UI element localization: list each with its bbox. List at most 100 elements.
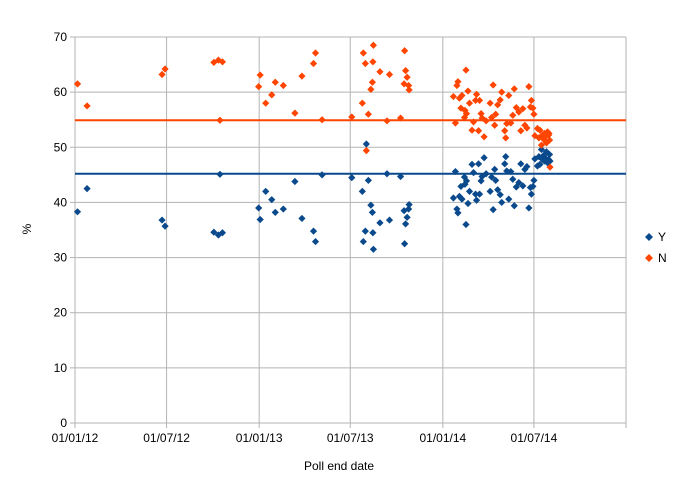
point-n: [451, 119, 460, 127]
x-axis-title: Poll end date: [304, 459, 374, 473]
point-n: [385, 70, 394, 79]
point-n: [515, 108, 523, 116]
point-y: [539, 151, 548, 160]
point-n: [469, 118, 478, 126]
point-n: [525, 83, 533, 91]
point-y: [488, 173, 496, 181]
point-n: [396, 114, 405, 122]
point-n: [529, 104, 537, 112]
x-tick-label: 01/01/13: [236, 431, 283, 445]
point-n: [271, 78, 279, 86]
x-tick-label: 01/01/14: [419, 431, 466, 445]
point-n: [512, 103, 520, 112]
point-n: [369, 41, 377, 49]
legend-marker-n: [645, 254, 653, 262]
x-tick-label: 01/01/12: [52, 431, 99, 445]
point-y: [529, 182, 537, 191]
point-n: [474, 127, 483, 135]
point-y: [503, 167, 511, 175]
point-n: [400, 80, 408, 88]
point-n: [462, 110, 471, 118]
point-n: [361, 59, 369, 68]
point-n: [256, 71, 264, 79]
point-n: [494, 101, 502, 109]
point-y: [402, 220, 410, 228]
point-n: [218, 58, 227, 66]
point-n: [298, 72, 306, 80]
point-y: [536, 160, 544, 168]
point-n: [158, 70, 166, 79]
point-y: [492, 176, 500, 184]
point-n: [464, 87, 472, 95]
point-y: [396, 172, 405, 181]
legend-label-y: Y: [658, 230, 666, 244]
point-n: [498, 88, 506, 96]
point-n: [362, 146, 370, 155]
y-tick-label: 30: [54, 251, 68, 265]
y-tick-label: 50: [54, 140, 68, 154]
point-y: [482, 170, 490, 178]
point-n: [477, 110, 485, 118]
point-n: [545, 129, 553, 138]
point-y: [474, 160, 483, 168]
point-y: [158, 216, 166, 224]
x-tick-label: 01/07/14: [511, 431, 558, 445]
x-tick-label: 01/07/13: [327, 431, 374, 445]
y-tick-label: 70: [54, 30, 68, 44]
x-tick-label: 01/07/12: [143, 431, 190, 445]
point-y: [403, 213, 411, 221]
point-n: [510, 85, 518, 93]
point-y: [400, 240, 409, 248]
point-y: [161, 222, 169, 230]
point-y: [376, 219, 384, 227]
point-y: [501, 160, 509, 168]
point-n: [369, 58, 377, 66]
point-y: [498, 198, 506, 207]
point-n: [358, 99, 366, 107]
point-n: [527, 96, 535, 105]
point-y: [523, 162, 531, 171]
point-y: [489, 205, 497, 214]
point-y: [309, 227, 318, 235]
point-y: [486, 187, 494, 195]
point-y: [515, 178, 523, 187]
point-y: [472, 196, 481, 204]
grid-lines: [74, 36, 627, 428]
point-n: [449, 92, 458, 101]
point-n: [458, 91, 466, 100]
point-n: [539, 135, 548, 143]
point-y: [478, 172, 486, 181]
point-n: [383, 117, 391, 125]
point-n: [454, 78, 462, 86]
point-n: [491, 121, 499, 129]
point-y: [525, 204, 533, 212]
point-n: [460, 113, 469, 122]
point-n: [210, 58, 218, 66]
point-y: [405, 205, 413, 213]
point-n: [488, 113, 496, 122]
point-n: [291, 109, 299, 117]
y-tick-label: 20: [54, 306, 68, 320]
point-n: [545, 136, 554, 144]
point-n: [311, 49, 320, 57]
point-y: [535, 153, 543, 161]
point-y: [385, 216, 394, 224]
point-y: [449, 194, 458, 202]
point-y: [451, 167, 460, 176]
point-y: [494, 186, 502, 194]
point-n: [536, 126, 544, 134]
point-n: [309, 59, 318, 68]
point-y: [318, 171, 326, 179]
point-n: [471, 96, 480, 105]
point-y: [358, 187, 366, 195]
y-tick-label: 60: [54, 85, 68, 99]
y-axis-title: %: [20, 223, 34, 234]
point-n: [546, 163, 554, 171]
x-axis-tick-labels: 01/01/12 01/07/12 01/01/13 01/07/13 01/01/14…: [52, 431, 558, 445]
point-n: [279, 81, 287, 90]
point-n: [496, 96, 504, 104]
point-n: [462, 66, 470, 74]
point-n: [531, 132, 539, 140]
point-y: [279, 205, 287, 213]
